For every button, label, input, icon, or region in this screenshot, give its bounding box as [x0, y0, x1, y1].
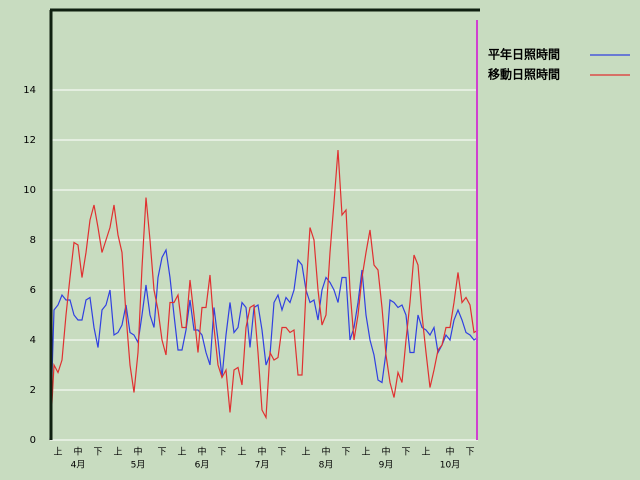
y-tick-label: 8: [30, 235, 36, 246]
x-tick-label: 上: [53, 447, 62, 458]
month-label: 8月: [319, 460, 334, 471]
x-tick-label: 下: [157, 448, 166, 458]
y-tick-label: 6: [30, 285, 36, 296]
x-tick-label: 下: [341, 448, 350, 458]
series-line: [49, 149, 479, 441]
x-tick-label: 上: [237, 447, 246, 458]
month-label: 6月: [195, 460, 210, 471]
x-tick-label: 下: [217, 448, 226, 458]
x-tick-label: 上: [421, 447, 430, 458]
x-tick-label: 中: [257, 446, 266, 458]
x-tick-label: 上: [361, 447, 370, 458]
x-tick-label: 中: [321, 446, 330, 458]
y-tick-label: 10: [23, 185, 36, 196]
month-label: 7月: [255, 460, 270, 471]
series-line: [49, 248, 479, 441]
x-tick-label: 中: [73, 446, 82, 458]
x-tick-label: 下: [401, 448, 410, 458]
x-tick-label: 上: [177, 447, 186, 458]
x-tick-label: 下: [277, 448, 286, 458]
x-tick-label: 中: [133, 446, 142, 458]
x-tick-label: 中: [445, 446, 454, 458]
y-tick-label: 0: [30, 435, 36, 446]
x-tick-label: 上: [301, 447, 310, 458]
legend-label: 移動日照時間: [488, 67, 560, 82]
y-tick-label: 2: [30, 385, 36, 396]
y-tick-label: 4: [30, 335, 36, 346]
month-label: 9月: [379, 460, 394, 471]
x-tick-label: 中: [381, 446, 390, 458]
legend-label: 平年日照時間: [488, 47, 560, 62]
y-tick-label: 14: [23, 85, 36, 96]
x-tick-label: 中: [197, 446, 206, 458]
x-tick-label: 上: [113, 447, 122, 458]
y-tick-label: 12: [23, 135, 36, 146]
month-label: 10月: [440, 460, 460, 471]
x-tick-label: 下: [465, 448, 474, 458]
x-tick-label: 下: [93, 448, 102, 458]
month-label: 4月: [71, 460, 86, 471]
month-label: 5月: [131, 460, 146, 471]
